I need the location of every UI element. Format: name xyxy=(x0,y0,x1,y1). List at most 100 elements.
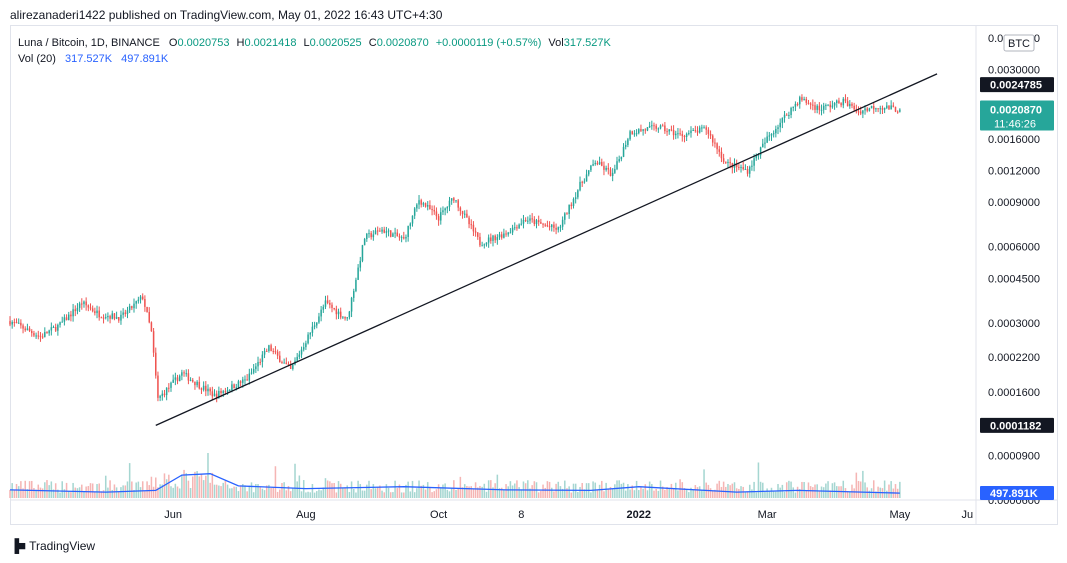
candle-body xyxy=(872,105,875,110)
candle-body xyxy=(831,105,834,108)
volume-bar xyxy=(248,485,251,498)
volume-bar xyxy=(500,487,503,498)
volume-bar xyxy=(100,491,103,498)
candle-body xyxy=(176,377,179,382)
volume-bar xyxy=(661,486,664,498)
volume-ma-badge-bg[interactable] xyxy=(980,486,1054,500)
trendline-bottom-price-badge-bg[interactable] xyxy=(980,417,1054,433)
candle-body xyxy=(335,308,338,315)
volume-bar xyxy=(168,474,170,498)
candle-body xyxy=(257,361,259,367)
volume-bar xyxy=(620,483,623,498)
volume-bar xyxy=(868,490,871,498)
candle-body xyxy=(418,200,420,205)
vol20-label[interactable]: Vol (20) xyxy=(18,53,56,65)
candle-body xyxy=(533,219,536,225)
volume-bar xyxy=(463,484,466,498)
volume-ma-line xyxy=(9,473,900,494)
candle-body xyxy=(757,155,760,157)
candle-body xyxy=(87,305,90,308)
volume-bar xyxy=(894,484,897,498)
volume-bar xyxy=(411,480,414,498)
time-tick-label: Ju xyxy=(961,509,973,521)
candle-body xyxy=(883,107,886,110)
volume-bar xyxy=(768,490,771,498)
volume-bar xyxy=(796,486,799,498)
price-tick-label: 0.0003000 xyxy=(988,318,1040,330)
candle-body xyxy=(698,127,701,133)
volume-bar xyxy=(131,481,133,498)
volume-bar xyxy=(698,486,701,498)
volume-bar xyxy=(141,481,144,498)
candle-body xyxy=(550,224,553,227)
volume-bar xyxy=(209,482,211,498)
candle-body xyxy=(529,218,531,221)
candle-body xyxy=(720,151,723,159)
close-label: C xyxy=(368,37,377,49)
candle-body xyxy=(805,99,808,103)
trendline-top-price-badge-bg[interactable] xyxy=(980,77,1054,93)
volume-bar xyxy=(429,486,431,498)
candle-body xyxy=(150,322,153,332)
candle-body xyxy=(648,125,651,128)
candle-body xyxy=(181,372,183,376)
currency-box[interactable] xyxy=(1003,34,1035,52)
volume-bar xyxy=(455,489,457,498)
candle-body xyxy=(466,213,468,218)
trendline[interactable] xyxy=(155,73,938,426)
candle-body xyxy=(722,158,725,162)
candle-body xyxy=(392,233,394,237)
candle-body xyxy=(287,364,290,366)
volume-bar xyxy=(333,483,335,498)
candle-body xyxy=(666,131,668,133)
candle-body xyxy=(355,279,357,292)
volume-bar xyxy=(159,484,161,498)
volume-bar xyxy=(618,480,620,498)
candle-body xyxy=(215,393,218,398)
candle-body xyxy=(172,379,174,383)
candle-body xyxy=(785,114,788,116)
candle-body xyxy=(242,379,244,383)
candle-body xyxy=(711,135,714,143)
volume-bar xyxy=(22,488,24,498)
time-tick-label: May xyxy=(889,509,910,521)
volume-bar xyxy=(496,474,499,498)
publish-header: alirezanaderi1422 published on TradingVi… xyxy=(10,8,442,22)
volume-bar xyxy=(374,488,377,498)
volume-bar xyxy=(104,475,107,498)
volume-bar xyxy=(76,488,79,498)
candle-body xyxy=(342,316,344,318)
volume-bar xyxy=(348,492,351,498)
volume-bar xyxy=(416,488,418,498)
candle-body xyxy=(783,114,786,118)
candle-body xyxy=(816,105,818,110)
volume-bar xyxy=(370,489,372,498)
high-label: H xyxy=(236,37,245,49)
candle-body xyxy=(781,117,784,123)
volume-bar xyxy=(842,480,845,498)
volume-ma-badge: 497.891K xyxy=(990,488,1038,500)
candle-body xyxy=(411,215,414,224)
volume-bar xyxy=(498,488,501,498)
volume-bar xyxy=(205,475,207,498)
chart-frame[interactable] xyxy=(10,25,1058,525)
candle-body xyxy=(459,207,462,212)
volume-bar xyxy=(137,481,140,498)
candle-body xyxy=(709,133,712,136)
volume-bar xyxy=(383,492,385,498)
tradingview-footer[interactable]: ▐■ TradingView xyxy=(10,538,95,553)
volume-bar xyxy=(292,487,294,498)
candle-body xyxy=(577,190,579,198)
candle-body xyxy=(196,381,198,386)
candle-body xyxy=(701,127,703,129)
volume-bar xyxy=(305,492,307,498)
last-price-badge-bg[interactable] xyxy=(980,100,1054,131)
volume-bar xyxy=(424,489,427,498)
volume-bar xyxy=(344,487,346,498)
author-name[interactable]: alirezanaderi1422 xyxy=(10,8,106,22)
symbol-label[interactable]: Luna / Bitcoin, 1D, BINANCE xyxy=(18,37,160,49)
candle-body xyxy=(207,388,209,392)
candle-body xyxy=(474,231,477,233)
volume-bar xyxy=(316,491,318,498)
